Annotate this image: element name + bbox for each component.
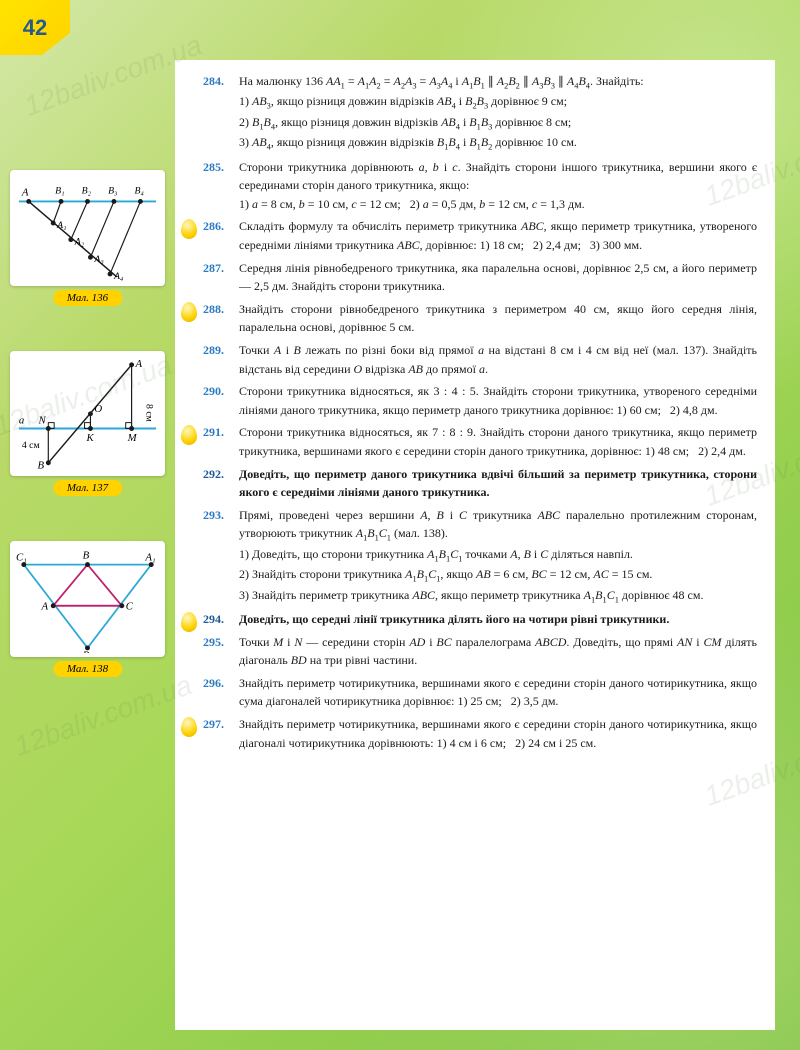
problem-text: Знайдіть периметр чотирикутника, вершина… — [239, 715, 757, 752]
svg-text:B₂: B₂ — [82, 186, 92, 197]
figure-137-svg: A B O N K M a 4 см 8 см — [14, 355, 161, 473]
svg-text:A: A — [135, 358, 143, 370]
problem-text: Середня лінія рівнобедреного трикутника,… — [239, 259, 757, 296]
bullet-icon — [181, 612, 197, 632]
problem-number: 289. — [203, 341, 239, 378]
svg-text:N: N — [38, 414, 47, 426]
problem-row: 288.Знайдіть сторони рівнобедреного трик… — [203, 300, 757, 337]
svg-text:B: B — [38, 459, 45, 471]
problem-text: Доведіть, що периметр даного трикутника … — [239, 465, 757, 502]
svg-text:a: a — [19, 414, 24, 426]
bullet-icon — [181, 302, 197, 322]
svg-text:A: A — [40, 601, 48, 613]
svg-text:B₃: B₃ — [108, 186, 117, 197]
figure-136: A B₁ B₂ B₃ B₄ A₁ A₂ A₃ A₄ Мал. 136 — [10, 170, 165, 286]
problem-row: 294.Доведіть, що середні лінії трикутник… — [203, 610, 757, 629]
problem-row: 293.Прямі, проведені через вершини A, B … — [203, 506, 757, 606]
svg-text:C: C — [126, 601, 134, 613]
svg-text:B₁: B₁ — [83, 650, 94, 653]
svg-text:C₁: C₁ — [16, 552, 27, 564]
svg-text:M: M — [127, 432, 138, 444]
problem-text: На малюнку 136 AA1 = A1A2 = A2A3 = A3A4 … — [239, 72, 757, 154]
problem-text: Точки M і N — середини сторін AD і BC па… — [239, 633, 757, 670]
svg-text:8 см: 8 см — [143, 404, 154, 422]
svg-text:A₁: A₁ — [144, 552, 156, 564]
problem-row: 291.Сторони трикутника відносяться, як 7… — [203, 423, 757, 460]
problem-number: 288. — [203, 300, 239, 337]
problem-text: Сторони трикутника відносяться, як 7 : 8… — [239, 423, 757, 460]
svg-text:B: B — [83, 550, 90, 562]
problem-number: 284. — [203, 72, 239, 154]
problem-row: 284.На малюнку 136 AA1 = A1A2 = A2A3 = A… — [203, 72, 757, 154]
svg-text:A₂: A₂ — [74, 237, 85, 248]
problem-number: 290. — [203, 382, 239, 419]
figure-137: A B O N K M a 4 см 8 см Мал. 137 — [10, 351, 165, 477]
problem-row: 289.Точки A і B лежать по різні боки від… — [203, 341, 757, 378]
svg-text:4 см: 4 см — [22, 440, 40, 451]
problem-text: Сторони трикутника дорівнюють a, b і c. … — [239, 158, 757, 214]
svg-text:A₁: A₁ — [56, 220, 66, 231]
problem-number: 293. — [203, 506, 239, 606]
svg-text:K: K — [86, 432, 95, 444]
figure-138-svg: C₁ B A₁ A C B₁ — [14, 545, 161, 653]
problem-row: 292.Доведіть, що периметр даного трикутн… — [203, 465, 757, 502]
figure-137-label: Мал. 137 — [53, 480, 122, 496]
problem-number: 294. — [203, 610, 239, 629]
bullet-icon — [181, 219, 197, 239]
problem-number: 297. — [203, 715, 239, 752]
problem-row: 297.Знайдіть периметр чотирикутника, вер… — [203, 715, 757, 752]
figure-138-label: Мал. 138 — [53, 661, 122, 677]
problem-text: Складіть формулу та обчисліть периметр т… — [239, 217, 757, 254]
problem-text: Сторони трикутника відносяться, як 3 : 4… — [239, 382, 757, 419]
problem-row: 290.Сторони трикутника відносяться, як 3… — [203, 382, 757, 419]
problem-text: Знайдіть сторони рівнобедреного трикутни… — [239, 300, 757, 337]
svg-text:A₃: A₃ — [93, 254, 103, 265]
svg-text:B₄: B₄ — [135, 186, 145, 197]
problem-row: 287.Середня лінія рівнобедреного трикутн… — [203, 259, 757, 296]
problem-row: 296.Знайдіть периметр чотирикутника, вер… — [203, 674, 757, 711]
svg-text:B₁: B₁ — [55, 186, 64, 197]
page-number: 42 — [23, 15, 47, 41]
problem-row: 286.Складіть формулу та обчисліть периме… — [203, 217, 757, 254]
bullet-icon — [181, 425, 197, 445]
bullet-icon — [181, 717, 197, 737]
svg-text:A: A — [21, 187, 29, 199]
svg-text:A₄: A₄ — [113, 271, 124, 282]
figure-138: C₁ B A₁ A C B₁ Мал. 138 — [10, 541, 165, 657]
problem-text: Доведіть, що середні лінії трикутника ді… — [239, 610, 757, 629]
problem-number: 286. — [203, 217, 239, 254]
problems-content: 284.На малюнку 136 AA1 = A1A2 = A2A3 = A… — [175, 60, 775, 1030]
problem-text: Точки A і B лежать по різні боки від пря… — [239, 341, 757, 378]
problem-row: 285.Сторони трикутника дорівнюють a, b і… — [203, 158, 757, 214]
problem-text: Знайдіть периметр чотирикутника, вершина… — [239, 674, 757, 711]
problem-row: 295.Точки M і N — середини сторін AD і B… — [203, 633, 757, 670]
figures-sidebar: A B₁ B₂ B₃ B₄ A₁ A₂ A₃ A₄ Мал. 136 A — [10, 170, 165, 722]
figure-136-svg: A B₁ B₂ B₃ B₄ A₁ A₂ A₃ A₄ — [14, 174, 161, 282]
figure-136-label: Мал. 136 — [53, 290, 122, 306]
svg-text:O: O — [94, 403, 102, 415]
problem-number: 296. — [203, 674, 239, 711]
problem-number: 292. — [203, 465, 239, 502]
problem-number: 287. — [203, 259, 239, 296]
problem-number: 285. — [203, 158, 239, 214]
problem-number: 291. — [203, 423, 239, 460]
problem-number: 295. — [203, 633, 239, 670]
problem-text: Прямі, проведені через вершини A, B і C … — [239, 506, 757, 606]
